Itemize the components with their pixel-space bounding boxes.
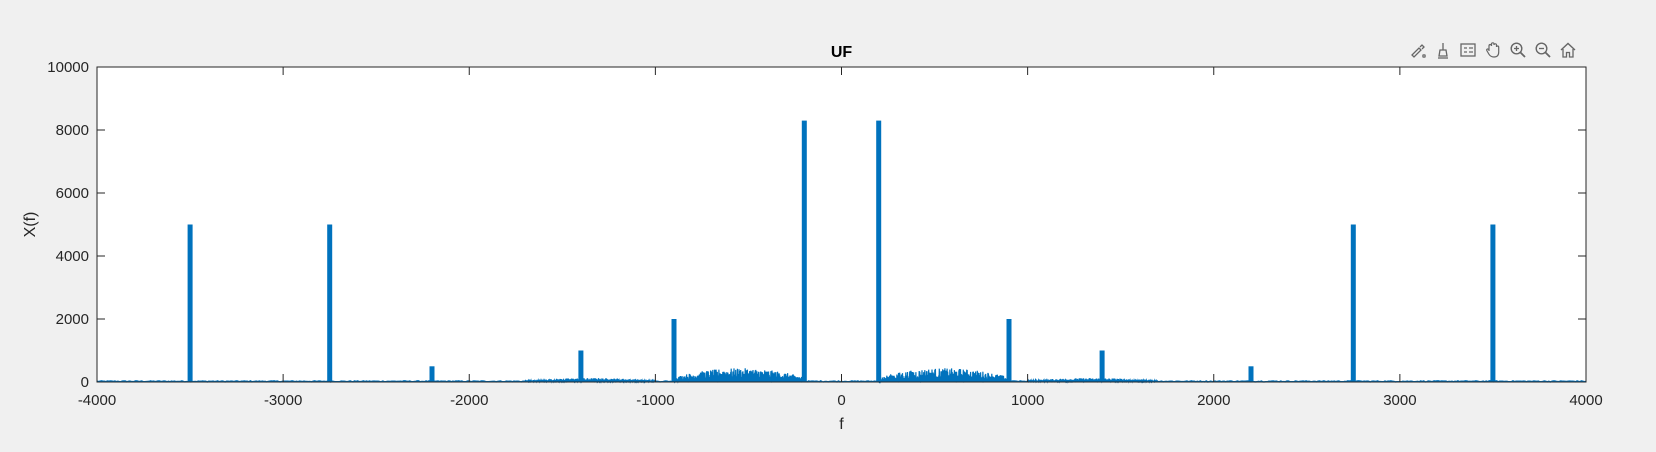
series-peak	[801, 120, 807, 382]
series-peak	[1490, 224, 1496, 382]
series-peak	[327, 224, 333, 382]
axes-toolbar	[1408, 40, 1578, 60]
series-band	[1027, 378, 1159, 384]
x-axis-label: f	[839, 416, 844, 433]
y-tick-label: 10000	[47, 59, 89, 76]
home-icon[interactable]	[1558, 40, 1578, 60]
x-tick-label: 4000	[1569, 392, 1602, 409]
y-tick-label: 2000	[56, 311, 89, 328]
pan-hand-icon[interactable]	[1483, 40, 1503, 60]
axes-background	[97, 67, 1586, 382]
series-peak	[578, 350, 584, 382]
y-tick-label: 6000	[56, 185, 89, 202]
series-band	[673, 368, 805, 384]
ticks-layer: -4000 -3000 -2000 -1000 0 1000 2000 3000 4000 0 20…	[47, 59, 1602, 409]
series-peak	[1006, 319, 1012, 382]
y-tick-label: 0	[81, 374, 89, 391]
series-peak	[1099, 350, 1105, 382]
legend-icon[interactable]	[1458, 40, 1478, 60]
x-tick-label: 2000	[1197, 392, 1230, 409]
series-band	[524, 378, 656, 384]
x-tick-label: -3000	[264, 392, 302, 409]
x-tick-label: -2000	[450, 392, 488, 409]
data-cursor-icon[interactable]	[1433, 40, 1453, 60]
x-tick-label: -4000	[78, 392, 116, 409]
y-axis-label: X(f)	[22, 212, 39, 238]
x-tick-label: -1000	[636, 392, 674, 409]
series-peak	[1248, 366, 1254, 383]
y-tick-label: 4000	[56, 248, 89, 265]
x-tick-label: 0	[837, 392, 845, 409]
zoom-in-icon[interactable]	[1508, 40, 1528, 60]
x-tick-label: 1000	[1011, 392, 1044, 409]
brush-edit-icon[interactable]	[1408, 40, 1428, 60]
x-tick-label: 3000	[1383, 392, 1416, 409]
series-peak	[429, 366, 435, 383]
zoom-out-icon[interactable]	[1533, 40, 1553, 60]
series-peak	[1350, 224, 1356, 382]
series-peak	[876, 120, 882, 382]
y-tick-label: 8000	[56, 122, 89, 139]
chart-title: UF	[831, 44, 853, 61]
series-peak	[671, 319, 677, 382]
series-peak	[187, 224, 193, 382]
series-band	[878, 368, 1010, 384]
